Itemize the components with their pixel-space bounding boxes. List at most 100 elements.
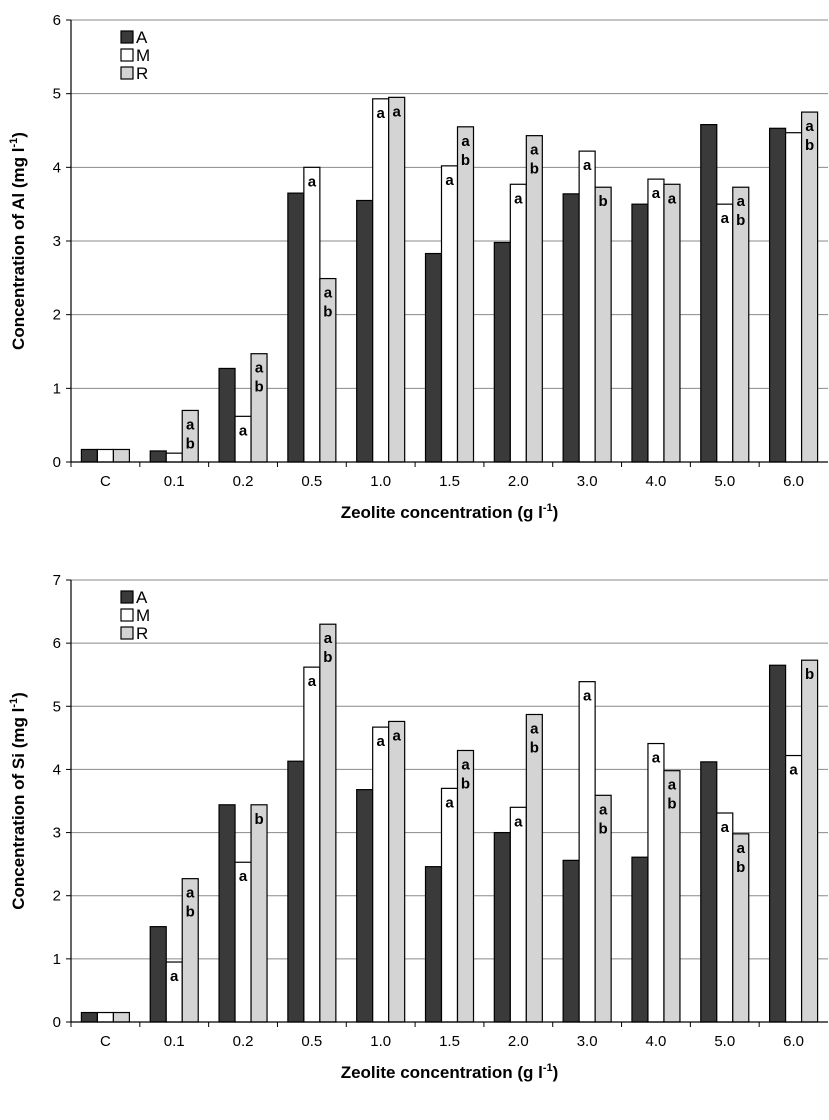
al-bar-a: [80, 448, 99, 463]
si-bar-r: [388, 720, 406, 1023]
al-bar-a: [218, 367, 236, 463]
al-bar-m: [509, 183, 527, 463]
si-bar-m: [647, 742, 665, 1023]
al-significance-label: a: [805, 118, 814, 135]
al-ytick-label: 6: [53, 12, 61, 29]
al-bar-r: [525, 135, 543, 463]
si-significance-label: b: [530, 739, 539, 756]
al-significance-label: b: [805, 137, 814, 154]
al-significance-label: a: [324, 285, 333, 302]
si-bar-m: [578, 681, 596, 1023]
si-significance-label: b: [254, 811, 263, 828]
al-bar-r: [663, 183, 681, 463]
si-ytick-label: 7: [53, 572, 61, 589]
si-significance-label: a: [599, 801, 608, 818]
al-xtick-label: 5.0: [714, 473, 735, 490]
si-ytick-label: 5: [53, 698, 61, 715]
si-xtick-label: 0.1: [164, 1033, 185, 1050]
si-bar-m: [96, 1011, 115, 1023]
al-significance-label: b: [186, 435, 195, 452]
al-bar-a: [149, 450, 167, 463]
al-ytick-label: 2: [53, 307, 61, 324]
si-significance-label: a: [377, 733, 386, 750]
al-bar-a: [631, 203, 649, 463]
al-xtick-label: 0.2: [233, 473, 254, 490]
al-bar-r: [456, 126, 475, 463]
si-bar-r: [319, 623, 337, 1023]
si-xtick-label: 6.0: [783, 1033, 804, 1050]
al-significance-label: a: [652, 185, 661, 202]
al-bar-m: [165, 452, 183, 463]
si-bar-m: [440, 787, 459, 1023]
si-bar-a: [149, 926, 167, 1023]
al-bar-m: [303, 166, 321, 463]
si-bar-a: [768, 664, 787, 1023]
al-ytick-label: 0: [53, 454, 61, 471]
si-ytick-label: 3: [53, 825, 61, 842]
al-significance-label: a: [721, 210, 730, 227]
si-bar-a: [700, 761, 718, 1023]
si-xtick-label: 0.5: [301, 1033, 322, 1050]
si-legend-swatch-a: [120, 590, 134, 604]
al-ytick-label: 5: [53, 86, 61, 103]
si-significance-label: a: [583, 688, 592, 705]
si-significance-label: a: [186, 885, 195, 902]
si-bar-m: [716, 812, 734, 1023]
al-xtick-label: 3.0: [577, 473, 598, 490]
si-ytick-label: 1: [53, 951, 61, 968]
al-legend-label-r: R: [136, 64, 148, 83]
al-bar-a: [768, 127, 787, 463]
al-significance-label: b: [323, 304, 332, 321]
al-bar-m: [96, 448, 115, 463]
si-xtick-label: 5.0: [714, 1033, 735, 1050]
al-bar-m: [784, 132, 803, 463]
al-bar-a: [493, 241, 511, 463]
si-xtick-label: C: [100, 1033, 111, 1050]
si-legend-label-m: M: [136, 606, 150, 625]
si-bar-r: [250, 804, 268, 1023]
si-xtick-label: 4.0: [646, 1033, 667, 1050]
si-legend-swatch-r: [120, 626, 134, 640]
si-significance-label: a: [308, 673, 317, 690]
si-ytick-label: 6: [53, 635, 61, 652]
si-legend-label-r: R: [136, 624, 148, 643]
si-bar-a: [424, 866, 443, 1023]
si-significance-label: a: [239, 868, 248, 885]
si-bar-m: [784, 754, 803, 1023]
si-significance-label: b: [805, 666, 814, 683]
al-significance-label: b: [599, 193, 608, 210]
al-bar-r: [594, 186, 612, 463]
al-significance-label: b: [461, 152, 470, 169]
si-ytick-label: 2: [53, 888, 61, 905]
al-xtick-label: 6.0: [783, 473, 804, 490]
si-significance-label: a: [445, 794, 454, 811]
si-significance-label: b: [736, 859, 745, 876]
al-significance-label: a: [239, 422, 248, 439]
si-bar-m: [509, 806, 527, 1023]
si-bar-r: [800, 659, 819, 1023]
si-xtick-label: 1.5: [439, 1033, 460, 1050]
si-bar-r: [112, 1011, 131, 1023]
al-bar-m: [578, 150, 596, 463]
al-significance-label: a: [583, 157, 592, 174]
al-legend-swatch-r: [120, 66, 134, 80]
si-x-axis-label: Zeolite concentration (g l-1): [341, 1062, 559, 1082]
al-bar-m: [647, 178, 665, 463]
al-bar-r: [388, 96, 406, 463]
si-xtick-label: 0.2: [233, 1033, 254, 1050]
si-significance-label: a: [668, 777, 677, 794]
si-xtick-label: 3.0: [577, 1033, 598, 1050]
al-bar-a: [562, 193, 580, 463]
al-bar-m: [716, 203, 734, 463]
si-significance-label: a: [461, 756, 470, 773]
al-ytick-label: 1: [53, 380, 61, 397]
al-bar-a: [287, 192, 305, 463]
si-bar-m: [303, 666, 321, 1023]
al-significance-label: a: [514, 190, 523, 207]
al-bar-r: [800, 111, 819, 463]
al-significance-label: a: [308, 173, 317, 190]
si-significance-label: a: [737, 840, 746, 857]
si-significance-label: a: [514, 813, 523, 830]
